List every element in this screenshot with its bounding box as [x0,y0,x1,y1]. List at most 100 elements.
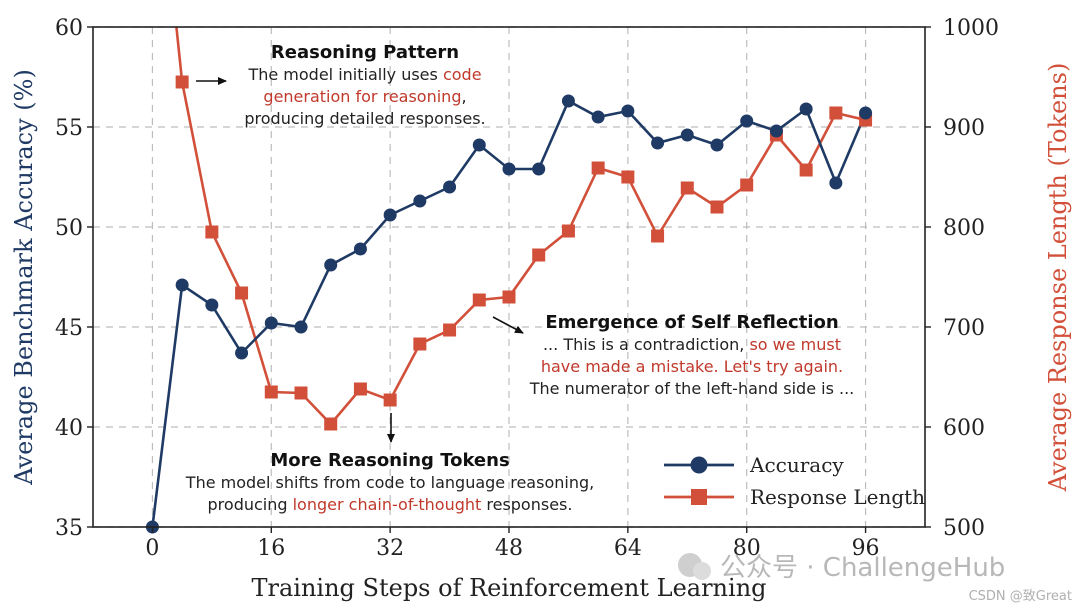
ticks-layer: 0 16 32 48 64 80 96 35 40 45 50 55 60 500 600 700 800 900… [55,16,999,561]
annotation-reasoning-pattern: Reasoning Pattern The model initially use… [244,42,485,128]
response-length-point [799,163,813,177]
accuracy-point [294,320,308,334]
accuracy-point [175,278,189,292]
x-tick-label: 80 [733,536,761,561]
response-length-point [502,290,516,304]
accuracy-point [205,298,219,312]
accuracy-point [264,316,278,330]
x-tick-label: 16 [257,536,285,561]
response-length-point [383,393,397,407]
legend-square-marker [691,489,707,505]
accuracy-point [502,162,516,176]
response-length-point [710,200,724,214]
accuracy-point [235,346,249,360]
annotation-text: producing [208,495,293,514]
annotation-title: More Reasoning Tokens [270,450,509,471]
response-length-point [413,337,427,351]
accuracy-point [591,110,605,124]
annotation-highlight: longer chain-of-thought [293,495,482,514]
response-length-point [829,106,843,120]
annotation-line: producing detailed responses. [244,109,485,128]
annotation-text: producing detailed responses. [244,109,485,128]
annotation-text: ... This is a contradiction, [543,335,749,354]
annotation-line: The model shifts from code to language r… [185,473,594,492]
annotation-highlight: generation for reasoning [263,87,461,106]
response-length-point [472,293,486,307]
x-tick-label: 0 [145,536,159,561]
annotation-line: The numerator of the left-hand side is .… [529,379,855,398]
annotation-title: Reasoning Pattern [271,42,459,63]
response-length-point [443,323,457,337]
accuracy-point [740,114,754,128]
response-length-point [621,170,635,184]
accuracy-point [859,106,873,120]
annotation-highlight: have made a mistake. Let's try again. [541,357,843,376]
annotation-line: have made a mistake. Let's try again. [541,357,843,376]
annotation-line: generation for reasoning, [263,87,466,106]
x-tick-label: 64 [614,536,642,561]
y-right-tick-label: 1000 [943,16,999,41]
response-length-point [561,224,575,238]
accuracy-point [621,104,635,118]
response-length-point [532,248,546,262]
accuracy-point [532,162,546,176]
y-axis-left-label: Average Benchmark Accuracy (%) [10,69,38,486]
annotation-title: Emergence of Self Reflection [545,312,838,333]
accuracy-point [472,138,486,152]
response-length-point [591,161,605,175]
response-length-point [353,382,367,396]
annotation-layer: Reasoning Pattern The model initially use… [185,42,854,514]
response-length-point [175,75,189,89]
y-right-tick-label: 900 [943,116,985,141]
response-length-point [324,417,338,431]
x-tick-label: 32 [376,536,404,561]
annotation-highlight: code [443,65,482,84]
annotation-more-tokens: More Reasoning Tokens The model shifts fr… [185,450,594,514]
accuracy-point [383,208,397,222]
annotation-text: responses. [481,495,572,514]
response-length-point [235,286,249,300]
watermark: 公众号 · ChallengeHub CSDN @致Great [678,553,1072,604]
wechat-logo-icon-small [693,562,711,580]
watermark-credit: CSDN @致Great [969,589,1072,604]
response-length-point [680,181,694,195]
response-length-point [264,385,278,399]
legend-label: Accuracy [749,453,844,477]
x-tick-label: 48 [495,536,523,561]
y-left-tick-label: 35 [55,516,83,541]
y-left-tick-label: 55 [55,116,83,141]
y-left-tick-label: 50 [55,216,83,241]
annotation-text: The model shifts from code to language r… [185,473,594,492]
annotation-self-reflection: Emergence of Self Reflection ... This is … [529,312,855,398]
annotation-line: The model initially uses code [247,65,481,84]
accuracy-point [324,258,338,272]
annotation-text: The numerator of the left-hand side is .… [529,379,855,398]
y-left-tick-label: 60 [55,16,83,41]
accuracy-point [829,176,843,190]
x-axis-label: Training Steps of Reinforcement Learning [251,574,766,602]
accuracy-point [651,136,665,150]
y-axis-right-label: Average Response Length (Tokens) [1044,63,1072,493]
accuracy-point [561,94,575,108]
response-length-point [294,386,308,400]
response-length-point [740,178,754,192]
response-length-point [651,229,665,243]
arrow-self-reflection [492,316,524,334]
accuracy-point [769,124,783,138]
annotation-text: , [461,87,466,106]
accuracy-point [710,138,724,152]
y-right-tick-label: 500 [943,516,985,541]
x-tick-label: 96 [852,536,880,561]
legend: Accuracy Response Length [664,453,925,509]
accuracy-point [413,194,427,208]
accuracy-point [353,242,367,256]
y-right-tick-label: 600 [943,416,985,441]
annotation-line: ... This is a contradiction, so we must [543,335,841,354]
accuracy-point [680,128,694,142]
annotation-line: producing longer chain-of-thought respon… [208,495,573,514]
accuracy-point [799,102,813,116]
annotation-highlight: so we must [749,335,841,354]
annotation-text: The model initially uses [247,65,443,84]
y-right-tick-label: 700 [943,316,985,341]
